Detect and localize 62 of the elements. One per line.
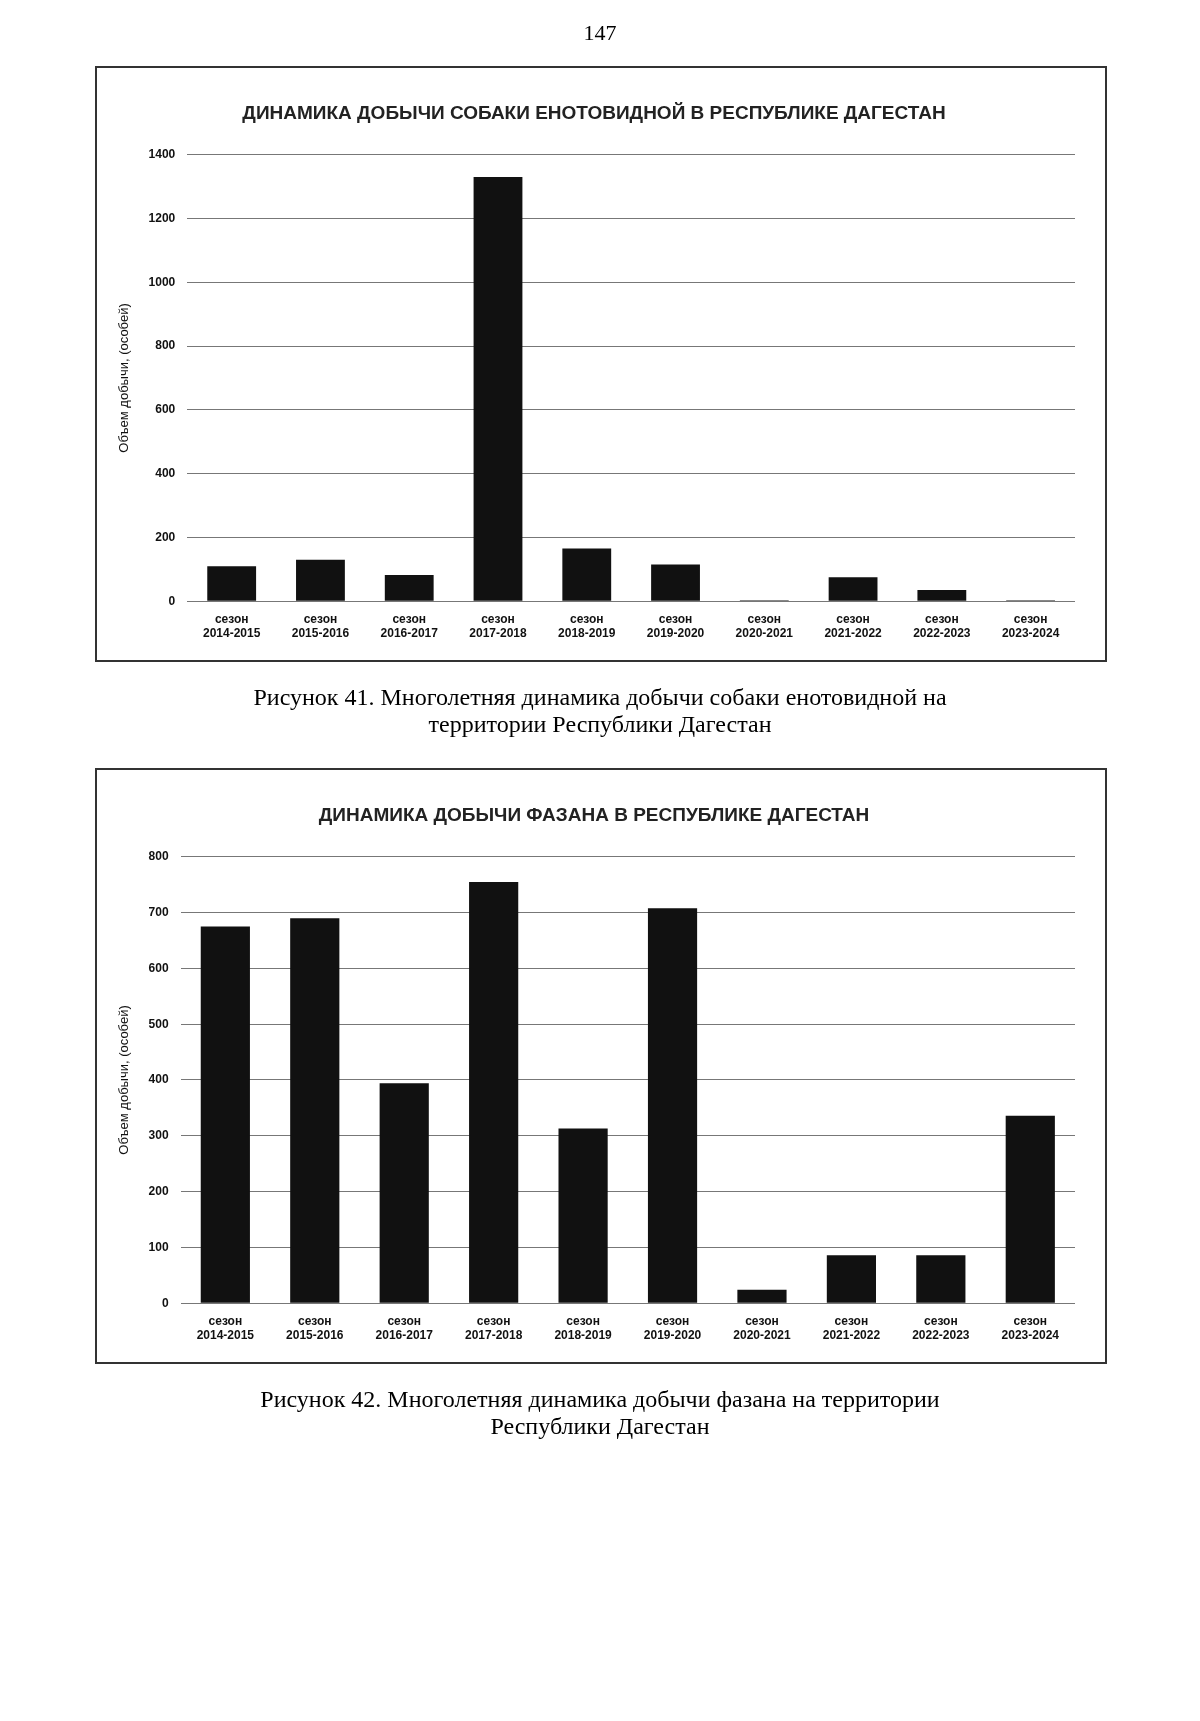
x-tick-label: сезон 2016-2017 [380,611,439,641]
x-tick-label: сезон 2023-2024 [1001,1313,1060,1343]
x-tick-label: сезон 2019-2020 [643,1313,702,1343]
chart-title: ДИНАМИКА ДОБЫЧИ ФАЗАНА В РЕСПУБЛИКЕ ДАГЕСТАН [318,803,870,825]
y-tick-label: 800 [155,338,176,353]
x-tick-label: сезон 2017-2018 [469,611,528,641]
y-tick-label: 1200 [148,210,176,225]
y-tick-label: 0 [161,1295,169,1310]
bar [826,1255,876,1303]
x-tick-label: сезон 2021-2022 [824,611,883,641]
y-tick-label: 800 [148,849,169,864]
x-tick-label: сезон 2022-2023 [912,1313,970,1343]
bar [562,548,612,601]
x-tick-label: сезон 2018-2019 [558,611,616,641]
x-tick-label: сезон 2014-2015 [196,1313,255,1343]
y-tick-label: 400 [148,1072,169,1087]
x-tick-label: сезон 2022-2023 [913,611,971,641]
x-tick-label: сезон 2014-2015 [202,611,261,641]
y-tick-label: 200 [155,529,176,544]
bar [379,1083,429,1303]
y-tick-label: 200 [148,1183,169,1198]
y-tick-label: 400 [155,465,176,480]
x-tick-label: сезон 2015-2016 [291,611,350,641]
text: Рисунок 42. Многолетняя динамика добычи фазана на территории Республики Дагестан [259,1386,941,1440]
y-tick-label: 600 [148,960,169,975]
bar [473,177,523,601]
bar [296,559,345,601]
y-axis-title: Объем добычи, (особей) [116,1005,132,1155]
bar [290,918,340,1303]
bar [737,1289,787,1303]
bar [200,926,250,1303]
y-tick-label: 700 [148,904,169,919]
x-tick-label: сезон 2016-2017 [375,1313,434,1343]
x-tick-label: сезон 2020-2021 [733,1313,791,1343]
y-tick-label: 1000 [148,274,176,289]
y-tick-label: 600 [155,402,176,417]
text: 147 [582,20,618,46]
bar [207,566,257,601]
bar [916,1255,966,1303]
y-tick-label: 100 [148,1239,169,1254]
x-tick-label: сезон 2019-2020 [646,611,705,641]
bar [647,908,698,1303]
text: Рисунок 41. Многолетняя динамика добычи собаки енотовидной на территории Республики Дагестан [252,684,948,738]
y-tick-label: 1400 [148,147,176,162]
x-tick-label: сезон 2015-2016 [286,1313,344,1343]
bar [469,881,519,1303]
x-tick-label: сезон 2017-2018 [464,1313,523,1343]
chart-title: ДИНАМИКА ДОБЫЧИ СОБАКИ ЕНОТОВИДНОЙ В РЕСПУБЛИКЕ ДАГЕСТАН [242,101,946,123]
bar [651,564,700,601]
y-axis-title: Объем добычи, (особей) [116,303,132,453]
y-tick-label: 500 [148,1016,169,1031]
bar [917,590,967,601]
bar [384,575,434,601]
x-tick-label: сезон 2023-2024 [1001,611,1060,641]
x-tick-label: сезон 2020-2021 [735,611,794,641]
bar [1005,1115,1055,1303]
y-tick-label: 0 [168,593,176,608]
bar [558,1128,608,1303]
x-tick-label: сезон 2021-2022 [822,1313,881,1343]
x-tick-label: сезон 2018-2019 [554,1313,613,1343]
bar [828,577,878,601]
y-tick-label: 300 [148,1128,169,1143]
